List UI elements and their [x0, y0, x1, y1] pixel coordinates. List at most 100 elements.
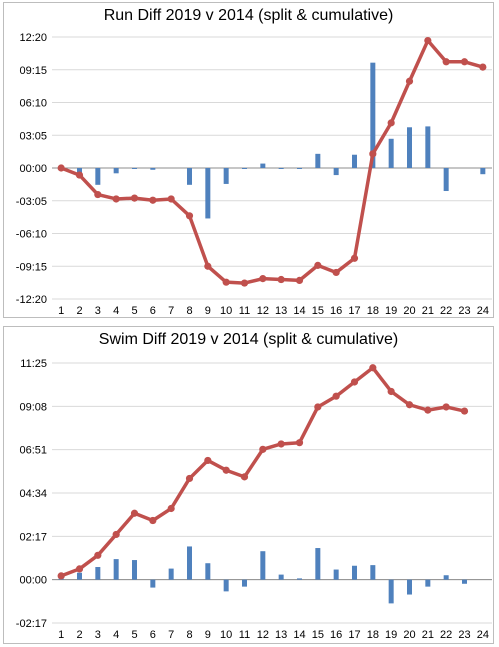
- x-tick-label: 9: [205, 629, 211, 641]
- y-tick-label: 03:05: [19, 130, 47, 142]
- split-bar: [370, 565, 376, 580]
- x-tick-label: 15: [312, 305, 324, 317]
- x-tick-label: 2: [76, 305, 82, 317]
- split-bar: [462, 579, 467, 584]
- cumulative-line: [60, 38, 484, 285]
- split-bar: [113, 168, 119, 174]
- x-tick-label: 24: [477, 305, 489, 317]
- split-bar: [95, 567, 101, 580]
- swim-diff-chart: Swim Diff 2019 v 2014 (split & cumulativ…: [3, 326, 494, 644]
- split-bar: [352, 565, 357, 580]
- split-bar: [187, 546, 192, 580]
- x-tick-label: 7: [168, 629, 174, 641]
- cumulative-point: [460, 58, 469, 66]
- chart-title: Swim Diff 2019 v 2014 (split & cumulativ…: [98, 331, 399, 348]
- split-bar: [242, 168, 247, 169]
- cumulative-point: [149, 516, 157, 525]
- x-tick-label: 8: [186, 305, 192, 317]
- cumulative-point: [405, 77, 414, 85]
- x-tick-label: 21: [422, 305, 434, 317]
- x-tick-label: 10: [220, 629, 232, 641]
- split-bar: [278, 168, 284, 169]
- cumulative-point: [442, 58, 450, 66]
- split-bar: [297, 578, 302, 580]
- split-bar: [443, 575, 449, 580]
- cumulative-point: [277, 440, 285, 448]
- split-bar: [150, 579, 156, 588]
- y-tick-label: 09:08: [19, 401, 47, 413]
- cumulative-point: [479, 63, 487, 71]
- y-tick-label: -03:05: [16, 196, 47, 208]
- cumulative-point: [369, 364, 377, 372]
- y-tick-label: 09:15: [19, 65, 47, 77]
- x-tick-label: 22: [440, 629, 452, 641]
- x-tick-label: 4: [113, 629, 119, 641]
- cumulative-point: [332, 392, 340, 400]
- cumulative-point: [332, 268, 340, 277]
- split-bar: [132, 560, 137, 580]
- y-tick-label: 11:25: [20, 358, 47, 370]
- cumulative-point: [222, 466, 230, 474]
- cumulative-point: [314, 403, 322, 411]
- cumulative-point: [295, 439, 304, 447]
- split-bar: [425, 579, 431, 587]
- x-tick-label: 17: [348, 629, 360, 641]
- x-tick-label: 12: [257, 305, 269, 317]
- y-tick-label: 12:20: [19, 32, 47, 44]
- y-tick-label: 02:17: [19, 531, 47, 543]
- cumulative-point: [350, 378, 359, 386]
- cumulative-point: [204, 262, 212, 270]
- cumulative-point: [314, 261, 322, 269]
- x-tick-label: 7: [168, 305, 174, 317]
- cumulative-point: [75, 565, 84, 573]
- x-tick-label: 6: [150, 629, 156, 641]
- y-tick-label: 06:51: [19, 445, 47, 457]
- cumulative-point: [149, 196, 157, 204]
- x-tick-label: 1: [58, 629, 64, 641]
- cumulative-point: [387, 387, 395, 396]
- cumulative-point: [130, 509, 139, 517]
- x-tick-label: 24: [477, 629, 489, 641]
- split-bar: [407, 579, 412, 595]
- x-tick-label: 1: [58, 305, 64, 317]
- x-tick-label: 18: [367, 629, 379, 641]
- split-bar: [443, 168, 449, 192]
- split-bar: [205, 168, 211, 219]
- split-bar: [223, 168, 229, 184]
- split-bar: [388, 138, 394, 168]
- split-bar: [333, 168, 339, 176]
- cumulative-point: [295, 276, 304, 285]
- cumulative-point: [424, 406, 432, 414]
- x-tick-label: 16: [330, 629, 342, 641]
- cumulative-point: [350, 254, 359, 262]
- cumulative-point: [369, 150, 377, 158]
- x-tick-label: 11: [239, 629, 250, 641]
- cumulative-point: [222, 278, 230, 286]
- x-tick-label: 21: [422, 629, 434, 641]
- cumulative-point: [405, 401, 414, 409]
- x-tick-label: 8: [186, 629, 192, 641]
- split-bar: [333, 569, 339, 580]
- split-bar: [187, 168, 192, 185]
- split-bar: [132, 168, 137, 169]
- run-diff-chart: Run Diff 2019 v 2014 (split & cumulative…: [3, 2, 494, 318]
- cumulative-point: [94, 551, 102, 559]
- cumulative-point: [112, 530, 120, 539]
- cumulative-point: [94, 190, 102, 199]
- cumulative-point: [424, 36, 432, 45]
- x-tick-label: 2: [76, 629, 82, 641]
- split-bar: [370, 62, 376, 169]
- x-tick-label: 6: [150, 305, 156, 317]
- y-tick-label: 00:00: [19, 163, 47, 175]
- x-tick-label: 10: [220, 305, 232, 317]
- cumulative-point: [112, 195, 120, 203]
- y-tick-label: 06:10: [19, 98, 47, 110]
- split-bar: [425, 126, 431, 168]
- cumulative-point: [277, 275, 285, 284]
- x-tick-label: 23: [458, 629, 470, 641]
- x-tick-label: 14: [293, 305, 305, 317]
- x-tick-label: 16: [330, 305, 342, 317]
- split-bar: [480, 168, 486, 175]
- x-tick-label: 19: [385, 305, 397, 317]
